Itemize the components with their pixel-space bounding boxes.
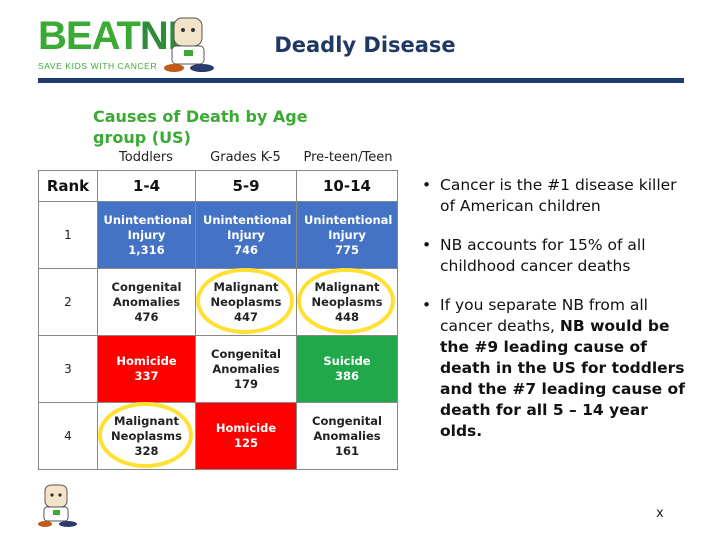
- cause-cell: Homicide 125: [195, 402, 297, 470]
- deaths: 125: [233, 436, 258, 450]
- title-rule: [38, 78, 684, 83]
- mascot-shoe: [164, 64, 184, 72]
- footer-mark: x: [656, 506, 664, 521]
- cause-cell: Unintentional Injury 746: [195, 201, 297, 269]
- mascot-shoe: [38, 521, 52, 527]
- mascot: [164, 17, 214, 72]
- mascot-head: [173, 17, 203, 47]
- rank-cell: 3: [38, 335, 98, 403]
- header-row: Rank 1-4 5-9 10-14: [38, 170, 398, 202]
- cause: Congenital Anomalies: [211, 346, 281, 376]
- bullet-bold: NB would be the #9 leading cause of deat…: [440, 317, 685, 440]
- table-body: 1 Unintentional Injury 1,316 Unintentional …: [38, 201, 398, 470]
- cause: Homicide: [215, 421, 277, 435]
- deaths: 161: [334, 443, 359, 458]
- cause: Unintentional Injury: [203, 212, 292, 242]
- bullet-text: If you separate NB from all cancer death…: [440, 296, 648, 335]
- cause-cell: Malignant Neoplasms 328: [97, 402, 196, 470]
- deaths: 179: [233, 376, 258, 391]
- cause: Suicide: [323, 354, 371, 368]
- column-header: Rank: [38, 170, 98, 202]
- highlight-circle: [196, 268, 294, 334]
- mascot-head: [44, 484, 68, 508]
- cause: Homicide: [116, 354, 177, 368]
- table-row: 2 Congenital Anomalies 476 Malignant Neopla…: [38, 268, 398, 336]
- mascot-eye: [191, 28, 195, 32]
- rank-cell: 1: [38, 201, 98, 269]
- cause: Unintentional Injury: [103, 212, 192, 242]
- mascot-leg: [190, 64, 214, 72]
- deaths: 476: [134, 309, 159, 324]
- cause-cell: Congenital Anomalies 179: [195, 335, 297, 403]
- table-row: 1 Unintentional Injury 1,316 Unintentional …: [38, 201, 398, 269]
- bullet-list: Cancer is the #1 disease killer of Ameri…: [420, 175, 690, 460]
- bullet: NB accounts for 15% of all childhood can…: [420, 235, 690, 277]
- cause: Congenital Anomalies: [312, 413, 382, 443]
- bullet: Cancer is the #1 disease killer of Ameri…: [420, 175, 690, 217]
- bullet: If you separate NB from all cancer death…: [420, 295, 690, 442]
- group-label: Grades K-5: [210, 150, 281, 165]
- death-table: Rank 1-4 5-9 10-14 1 Unintentional Injury…: [38, 170, 398, 470]
- bullet-text: Cancer is the #1 disease killer of Ameri…: [440, 176, 677, 215]
- deaths: 386: [334, 369, 359, 383]
- highlight-circle: [297, 268, 395, 334]
- mascot-eye: [50, 493, 54, 497]
- deaths: 1,316: [128, 242, 165, 257]
- table-row: 3 Homicide 337 Congenital Anomalies 179 Suici…: [38, 335, 398, 403]
- cause-cell: Congenital Anomalies 161: [296, 402, 398, 470]
- rank-cell: 2: [38, 268, 98, 336]
- mascot-leg: [59, 521, 77, 527]
- cause-cell: Suicide 386: [296, 335, 398, 403]
- mascot-badge: [184, 50, 193, 56]
- rank-cell: 4: [38, 402, 98, 470]
- table-title: Causes of Death by Age group (US): [93, 107, 308, 147]
- cause-cell: Congenital Anomalies 476: [97, 268, 196, 336]
- cause-cell: Unintentional Injury 775: [296, 201, 398, 269]
- cause-cell: Malignant Neoplasms 447: [195, 268, 297, 336]
- cause-cell: Homicide 337: [97, 335, 196, 403]
- mascot-small: [38, 484, 77, 527]
- column-header: 10-14: [296, 170, 398, 202]
- cause: Congenital Anomalies: [111, 279, 182, 309]
- deaths: 337: [134, 369, 159, 383]
- deaths: 775: [334, 242, 359, 257]
- cause-cell: Malignant Neoplasms 448: [296, 268, 398, 336]
- mascot-eye: [181, 28, 185, 32]
- column-header: 5-9: [195, 170, 297, 202]
- group-label: Toddlers: [119, 150, 173, 165]
- mascot-badge: [53, 510, 60, 515]
- column-header: 1-4: [97, 170, 196, 202]
- logo-beat: BEAT: [38, 14, 141, 58]
- group-label: Pre-teen/Teen: [303, 150, 393, 165]
- logo-tagline: SAVE KIDS WITH CANCER: [38, 61, 158, 71]
- cause: Unintentional Injury: [304, 212, 393, 242]
- slide-title: Deadly Disease: [274, 33, 456, 57]
- deaths: 746: [233, 242, 258, 257]
- bullet-text: NB accounts for 15% of all childhood can…: [440, 236, 646, 275]
- cause-cell: Unintentional Injury 1,316: [97, 201, 196, 269]
- mascot-eye: [58, 493, 62, 497]
- highlight-circle: [98, 402, 193, 468]
- table-row: 4 Malignant Neoplasms 328 Homicide 125 Congen…: [38, 402, 398, 470]
